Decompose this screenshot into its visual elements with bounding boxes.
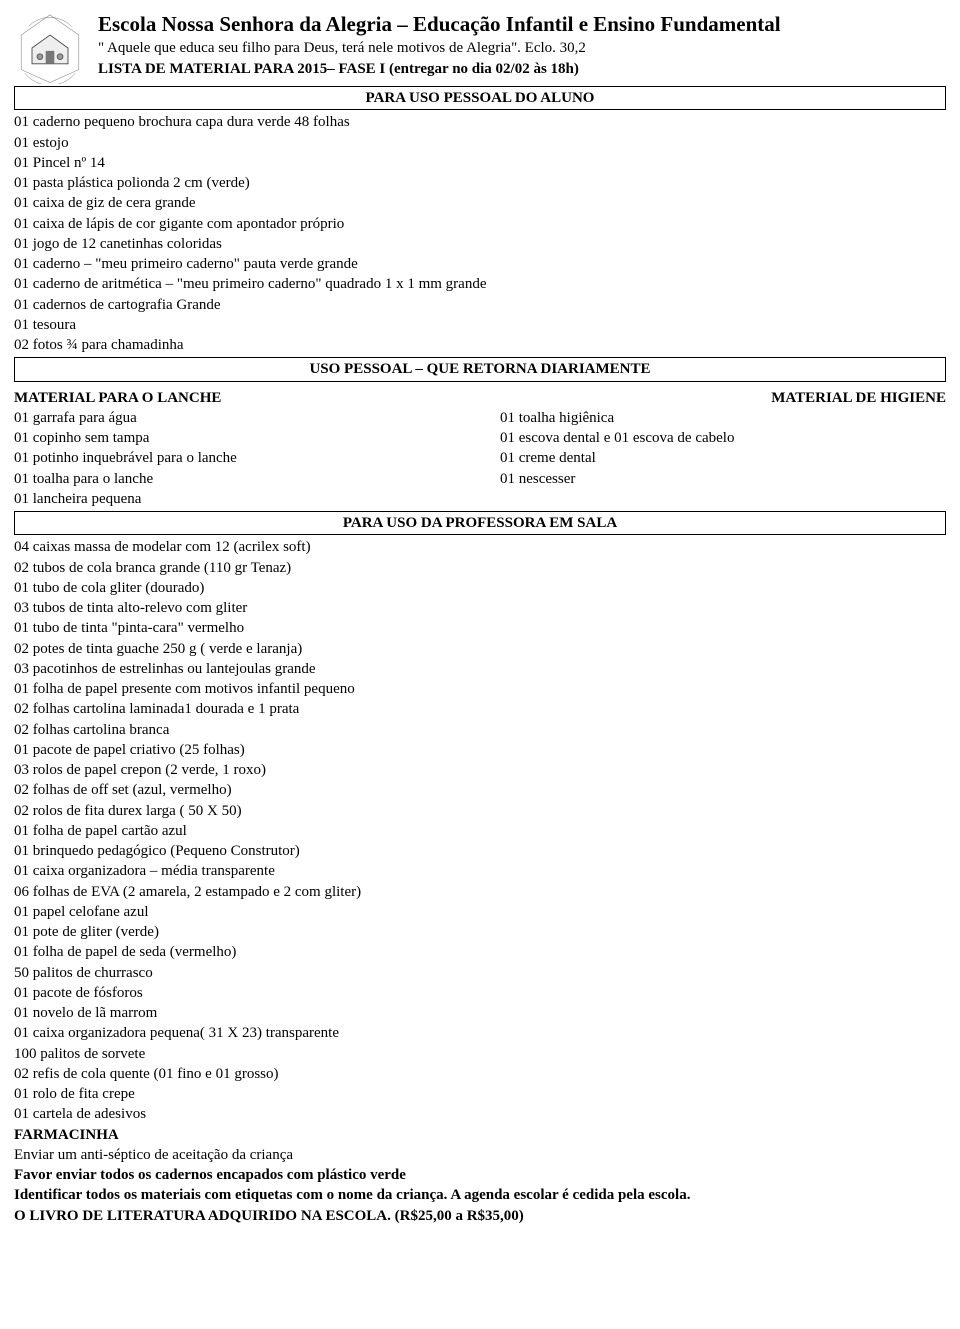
list-item: 02 rolos de fita durex larga ( 50 X 50) [14,801,946,821]
list-item: 01 copinho sem tampa [14,428,460,448]
list-item: 01 escova dental e 01 escova de cabelo [500,428,946,448]
farmacinha-title: FARMACINHA [14,1125,946,1145]
list-item: 01 cadernos de cartografia Grande [14,295,946,315]
higiene-title: MATERIAL DE HIGIENE [500,388,946,408]
list-item: 01 nescesser [500,469,946,489]
list-item: 01 rolo de fita crepe [14,1084,946,1104]
list-item: 01 tubo de cola gliter (dourado) [14,578,946,598]
encapados-line: Favor enviar todos os cadernos encapados… [14,1165,946,1185]
list-item: 02 folhas de off set (azul, vermelho) [14,780,946,800]
list-item: 01 jogo de 12 canetinhas coloridas [14,234,946,254]
list-item: 01 creme dental [500,448,946,468]
list-item: 01 novelo de lã marrom [14,1003,946,1023]
list-item: 03 pacotinhos de estrelinhas ou lantejou… [14,659,946,679]
section-professora-sala: PARA USO DA PROFESSORA EM SALA [14,511,946,535]
list-item: 01 caixa de lápis de cor gigante com apo… [14,214,946,234]
farmacinha-line: Enviar um anti-séptico de aceitação da c… [14,1145,946,1165]
list-item: 01 tubo de tinta "pinta-cara" vermelho [14,618,946,638]
list-item: 01 pacote de fósforos [14,983,946,1003]
two-column-block: MATERIAL PARA O LANCHE 01 garrafa para á… [14,388,946,510]
list-item: 03 rolos de papel crepon (2 verde, 1 rox… [14,760,946,780]
list-item: 01 cartela de adesivos [14,1104,946,1124]
list-item: 01 garrafa para água [14,408,460,428]
list-item: 02 refis de cola quente (01 fino e 01 gr… [14,1064,946,1084]
list-item: 02 folhas cartolina laminada1 dourada e … [14,699,946,719]
school-name: Escola Nossa Senhora da Alegria – Educaç… [98,10,946,38]
professora-items-list: 04 caixas massa de modelar com 12 (acril… [14,537,946,1124]
list-item: 01 folha de papel presente com motivos i… [14,679,946,699]
material-list-title: LISTA DE MATERIAL PARA 2015– FASE I (ent… [98,59,946,79]
lanche-items-list: 01 garrafa para água01 copinho sem tampa… [14,408,460,509]
pessoal-items-list: 01 caderno pequeno brochura capa dura ve… [14,112,946,355]
list-item: 03 tubos de tinta alto-relevo com gliter [14,598,946,618]
list-item: 01 caderno de aritmética – "meu primeiro… [14,274,946,294]
list-item: 01 caixa de giz de cera grande [14,193,946,213]
list-item: 01 folha de papel de seda (vermelho) [14,942,946,962]
list-item: 06 folhas de EVA (2 amarela, 2 estampado… [14,882,946,902]
list-item: 01 pote de gliter (verde) [14,922,946,942]
higiene-items-list: 01 toalha higiênica01 escova dental e 01… [500,408,946,489]
list-item: 01 pacote de papel criativo (25 folhas) [14,740,946,760]
list-item: 01 potinho inquebrável para o lanche [14,448,460,468]
list-item: 01 papel celofane azul [14,902,946,922]
school-logo [14,12,86,84]
list-item: 04 caixas massa de modelar com 12 (acril… [14,537,946,557]
document-header: Escola Nossa Senhora da Alegria – Educaç… [14,10,946,84]
list-item: 01 lancheira pequena [14,489,460,509]
list-item: 01 caixa organizadora pequena( 31 X 23) … [14,1023,946,1043]
lanche-column: MATERIAL PARA O LANCHE 01 garrafa para á… [14,388,460,510]
list-item: 50 palitos de churrasco [14,963,946,983]
header-text-block: Escola Nossa Senhora da Alegria – Educaç… [98,10,946,79]
list-item: 02 fotos ¾ para chamadinha [14,335,946,355]
list-item: 100 palitos de sorvete [14,1044,946,1064]
list-item: 02 tubos de cola branca grande (110 gr T… [14,558,946,578]
list-item: 01 toalha para o lanche [14,469,460,489]
list-item: 01 caixa organizadora – média transparen… [14,861,946,881]
list-item: 01 toalha higiênica [500,408,946,428]
list-item: 01 tesoura [14,315,946,335]
section-pessoal-aluno: PARA USO PESSOAL DO ALUNO [14,86,946,110]
lanche-title: MATERIAL PARA O LANCHE [14,388,460,408]
list-item: 01 caderno – "meu primeiro caderno" paut… [14,254,946,274]
livro-line: O LIVRO DE LITERATURA ADQUIRIDO NA ESCOL… [14,1206,946,1226]
list-item: 01 brinquedo pedagógico (Pequeno Constru… [14,841,946,861]
higiene-column: MATERIAL DE HIGIENE 01 toalha higiênica0… [500,388,946,510]
school-motto: " Aquele que educa seu filho para Deus, … [98,38,946,58]
list-item: 01 folha de papel cartão azul [14,821,946,841]
list-item: 01 Pincel nº 14 [14,153,946,173]
list-item: 02 folhas cartolina branca [14,720,946,740]
list-item: 01 caderno pequeno brochura capa dura ve… [14,112,946,132]
list-item: 02 potes de tinta guache 250 g ( verde e… [14,639,946,659]
list-item: 01 pasta plástica polionda 2 cm (verde) [14,173,946,193]
section-retorna-diaria: USO PESSOAL – QUE RETORNA DIARIAMENTE [14,357,946,381]
identificar-line: Identificar todos os materiais com etiqu… [14,1185,946,1205]
list-item: 01 estojo [14,133,946,153]
